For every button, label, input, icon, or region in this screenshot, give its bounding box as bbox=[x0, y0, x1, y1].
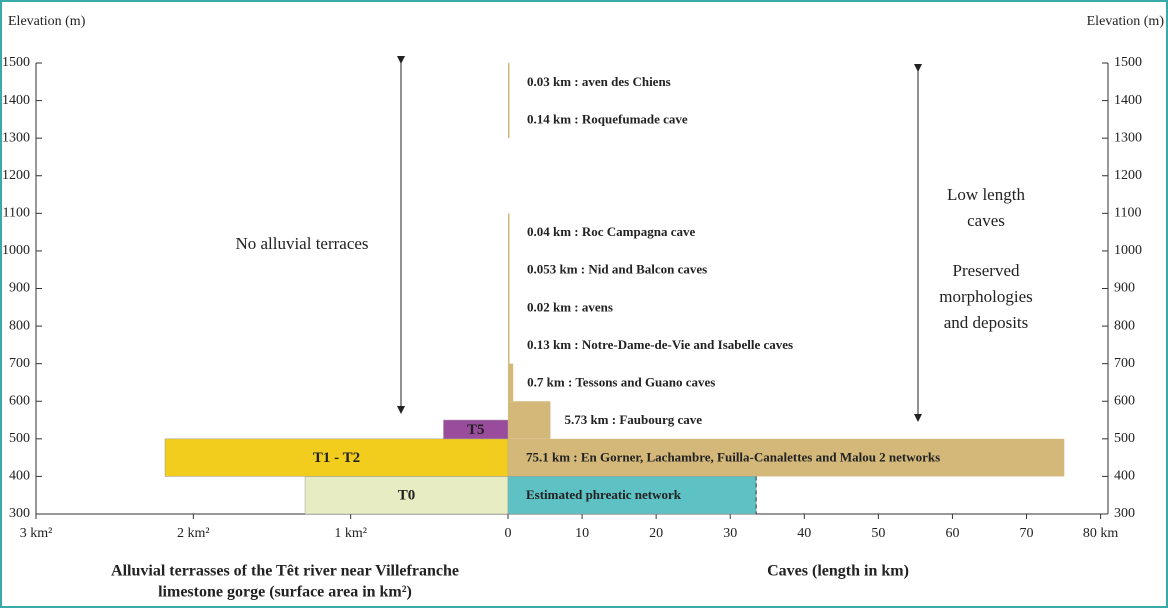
y-tick-label: 800 bbox=[1114, 318, 1135, 333]
y-tick-label: 700 bbox=[1114, 356, 1135, 371]
cave-bar bbox=[508, 63, 510, 101]
y-tick-label: 700 bbox=[9, 356, 30, 371]
bar-label: 0.14 km : Roquefumade cave bbox=[527, 111, 688, 126]
x-tick-label: 20 bbox=[649, 526, 663, 541]
terrace-bar bbox=[164, 438, 509, 477]
bar-label: 0.053 km : Nid and Balcon caves bbox=[527, 262, 707, 277]
bar-label: 0.03 km : aven des Chiens bbox=[527, 74, 671, 89]
y-tick-label: 600 bbox=[1114, 393, 1135, 408]
annotation: Low length bbox=[947, 185, 1025, 204]
y-tick-label: 900 bbox=[1114, 281, 1135, 296]
cave-bar bbox=[508, 401, 551, 439]
annotation: No alluvial terraces bbox=[235, 234, 368, 253]
y-tick-label: 600 bbox=[9, 393, 30, 408]
bar-label: 0.7 km : Tessons and Guano caves bbox=[527, 374, 715, 389]
cave-bar bbox=[507, 476, 757, 515]
y-tick-label: 1400 bbox=[2, 93, 30, 108]
y-tick-label: 400 bbox=[9, 469, 30, 484]
y-axis-label-right: Elevation (m) bbox=[1087, 14, 1165, 29]
y-tick-label: 1100 bbox=[1114, 206, 1141, 221]
cave-bar bbox=[508, 326, 510, 364]
bar-label: 0.04 km : Roc Campagna cave bbox=[527, 224, 695, 239]
y-tick-label: 1200 bbox=[2, 168, 30, 183]
y-tick-label: 1300 bbox=[1114, 130, 1142, 145]
cave-bar bbox=[508, 250, 510, 289]
cave-bar bbox=[508, 213, 510, 251]
x-tick-label: 0 bbox=[505, 526, 512, 541]
bar-label: T5 bbox=[467, 422, 485, 438]
bar-label: 0.02 km : avens bbox=[527, 299, 613, 314]
x-tick-label: 40 bbox=[797, 526, 811, 541]
x-tick-label: 3 km² bbox=[20, 526, 53, 541]
x-tick-label: 70 bbox=[1020, 526, 1034, 541]
x-tick-label: 10 bbox=[575, 526, 589, 541]
y-tick-label: 1200 bbox=[1114, 168, 1142, 183]
y-tick-label: 1000 bbox=[2, 243, 30, 258]
y-tick-label: 1300 bbox=[2, 130, 30, 145]
y-tick-label: 400 bbox=[1114, 469, 1135, 484]
bar-label: 0.13 km : Notre-Dame-de-Vie and Isabelle… bbox=[527, 337, 793, 352]
y-tick-label: 1100 bbox=[3, 206, 30, 221]
x-axis-title: Alluvial terrasses of the Têt river near… bbox=[111, 563, 459, 580]
y-tick-label: 1500 bbox=[2, 55, 30, 70]
annotation: morphologies bbox=[939, 287, 1033, 306]
bar-label: 5.73 km : Faubourg cave bbox=[564, 412, 702, 427]
x-axis-title: Caves (length in km) bbox=[767, 563, 909, 580]
x-tick-label: 60 bbox=[945, 526, 959, 541]
bar-label: Estimated phreatic network bbox=[526, 487, 682, 502]
cave-bar bbox=[508, 363, 514, 402]
bar-label: 75.1 km : En Gorner, Lachambre, Fuilla-C… bbox=[526, 450, 940, 465]
bar-label: T1 - T2 bbox=[313, 450, 360, 466]
cave-bar bbox=[508, 100, 510, 139]
y-tick-label: 1400 bbox=[1114, 93, 1142, 108]
terrace-bar bbox=[304, 476, 509, 515]
x-tick-label: 30 bbox=[723, 526, 737, 541]
y-tick-label: 1000 bbox=[1114, 243, 1142, 258]
x-tick-label: 80 km bbox=[1083, 526, 1119, 541]
x-tick-label: 50 bbox=[871, 526, 885, 541]
bar-label: T0 bbox=[398, 488, 416, 504]
y-tick-label: 800 bbox=[9, 318, 30, 333]
cave-bar bbox=[508, 438, 1065, 477]
annotation: Preserved bbox=[952, 261, 1020, 280]
x-tick-label: 1 km² bbox=[334, 526, 367, 541]
y-axis-label-left: Elevation (m) bbox=[8, 14, 86, 29]
y-tick-label: 500 bbox=[9, 431, 30, 446]
x-tick-label: 2 km² bbox=[177, 526, 210, 541]
annotation: and deposits bbox=[944, 313, 1029, 332]
y-tick-label: 1500 bbox=[1114, 55, 1142, 70]
x-axis-title: limestone gorge (surface area in km²) bbox=[158, 584, 412, 601]
cave-bar bbox=[508, 288, 510, 327]
y-tick-label: 900 bbox=[9, 281, 30, 296]
y-tick-label: 300 bbox=[9, 506, 30, 521]
annotation: caves bbox=[967, 211, 1005, 230]
y-tick-label: 500 bbox=[1114, 431, 1135, 446]
y-tick-label: 300 bbox=[1114, 506, 1135, 521]
